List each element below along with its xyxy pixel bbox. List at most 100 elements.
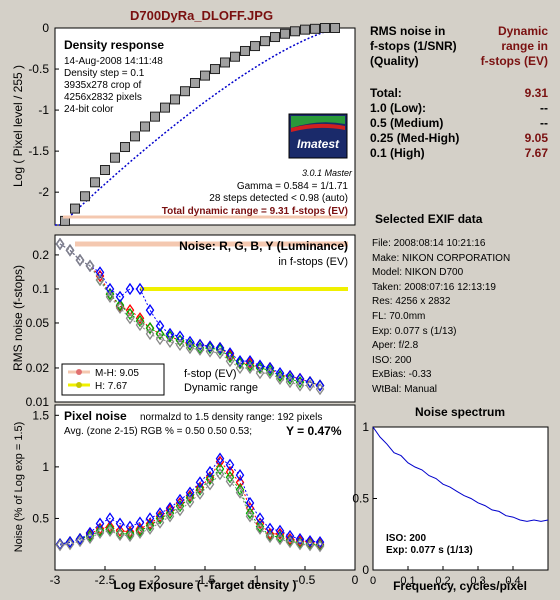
x-tick-label: 0.1 (400, 575, 415, 587)
rms-header-right-2: range in (501, 39, 548, 53)
pixel-point (205, 471, 215, 484)
density-point (170, 94, 180, 105)
y-tick-label: 0.02 (26, 361, 50, 375)
y-tick-label: 1.5 (32, 408, 49, 422)
density-fit-line (55, 28, 336, 226)
imatest-logo-text: Imatest (297, 137, 340, 151)
x-tick-label: -2.5 (95, 573, 116, 587)
x-tick-label: 0.4 (505, 575, 520, 587)
noise-point (235, 354, 245, 368)
pixel-point (185, 495, 195, 509)
exif-line: ISO: 200 (372, 354, 412, 366)
noise-point (125, 303, 135, 317)
pixel-point (65, 538, 75, 551)
pixel-point (235, 486, 245, 499)
pixel-point (165, 510, 175, 523)
rms-header-left-1: RMS noise in (370, 24, 446, 38)
density-point (320, 23, 330, 33)
pixel-point (205, 478, 215, 491)
noise-point (275, 372, 285, 386)
pixel-point (85, 526, 95, 540)
pixel-point (125, 527, 135, 541)
pixel-point (155, 516, 165, 529)
noise-point (85, 259, 95, 272)
pixel-point (255, 522, 265, 535)
pixel-point (315, 536, 325, 549)
noise-point (115, 298, 125, 312)
pixel-point (125, 525, 135, 538)
density-point (260, 36, 270, 47)
pixel-point (265, 530, 275, 544)
pixel-point (245, 510, 255, 523)
density-point (230, 51, 240, 62)
pixel-point (275, 524, 285, 537)
density-point (240, 45, 250, 56)
y-tick-label: 0.5 (352, 492, 369, 506)
pixel-point (105, 524, 115, 537)
noise-point (125, 312, 135, 325)
rms-table: RMS noise in Dynamic f-stops (1/SNR) range… (370, 24, 548, 161)
density-point (140, 121, 150, 132)
pixel-point (275, 532, 285, 546)
pixel-y-value: Y = 0.47% (286, 424, 342, 438)
imatest-version: 3.0.1 Master (302, 168, 353, 178)
pixel-point (235, 468, 245, 482)
noise-point (145, 327, 155, 341)
noise-point (145, 303, 155, 317)
density-point (200, 70, 210, 81)
noise-point (155, 319, 165, 333)
rms-row-label: 0.1 (High) (370, 146, 425, 160)
noise-point (275, 367, 285, 380)
rms-row-label: 0.25 (Med-High) (370, 131, 460, 145)
gamma-text: Gamma = 0.584 = 1/1.71 (237, 181, 349, 192)
density-point (160, 102, 170, 113)
exif-line: FL: 70.0mm (372, 310, 426, 322)
pixel-point (115, 524, 125, 537)
density-point (90, 177, 100, 188)
pixel-point (145, 519, 155, 532)
rms-row-value: -- (540, 101, 548, 115)
steps-text: 28 steps detected < 0.98 (auto) (209, 193, 348, 204)
pixel-point (115, 517, 125, 530)
pixel-point (115, 528, 125, 542)
pixel-point (195, 481, 205, 494)
density-point (310, 23, 320, 34)
density-point (130, 131, 140, 142)
legend-marker-h (76, 382, 82, 388)
exif-line: ExBias: -0.33 (372, 369, 432, 381)
noise-point (285, 375, 295, 389)
noise-point (185, 341, 195, 355)
pixel-xlabel: Log Exposure ( -Target density ) (113, 578, 296, 592)
pixel-avg: Avg. (zone 2-15) RGB % = 0.50 0.50 0.53; (64, 426, 252, 437)
pixel-point (195, 483, 205, 496)
pixel-point (175, 504, 185, 517)
noise-point (125, 282, 135, 296)
noise-legend-text-1: f-stop (EV) (184, 368, 237, 380)
pixel-point (135, 524, 145, 537)
y-tick-label: 0.05 (26, 316, 50, 330)
noise-point (225, 354, 235, 368)
pixel-ylabel: Noise (% of Log exp = 1.5) (13, 422, 25, 553)
rms-row-value: 7.67 (524, 146, 548, 160)
spectrum-iso: ISO: 200 (386, 533, 426, 544)
imatest-logo-swoosh (291, 116, 345, 128)
pixel-point (165, 507, 175, 520)
pixel-point (255, 520, 265, 533)
noise-point (265, 361, 275, 375)
rms-row-value: 9.05 (524, 131, 548, 145)
pixel-point (195, 476, 205, 489)
rms-row-medium: 0.5 (Medium) -- (370, 116, 548, 131)
x-tick-label: 0 (370, 575, 376, 587)
noise-point (255, 359, 265, 372)
pixel-point (265, 527, 275, 541)
rms-row-total: Total: 9.31 (370, 86, 548, 101)
density-point (210, 64, 220, 75)
y-tick-label: 1 (362, 420, 369, 434)
density-info-line: Density step = 0.1 (64, 68, 145, 79)
exif-line: Aper: f/2.8 (372, 340, 419, 352)
noise-point (175, 330, 185, 343)
rms-row-low: 1.0 (Low): -- (370, 101, 548, 116)
density-point (300, 24, 310, 35)
pixel-point (265, 522, 275, 535)
pixel-point (215, 467, 225, 481)
